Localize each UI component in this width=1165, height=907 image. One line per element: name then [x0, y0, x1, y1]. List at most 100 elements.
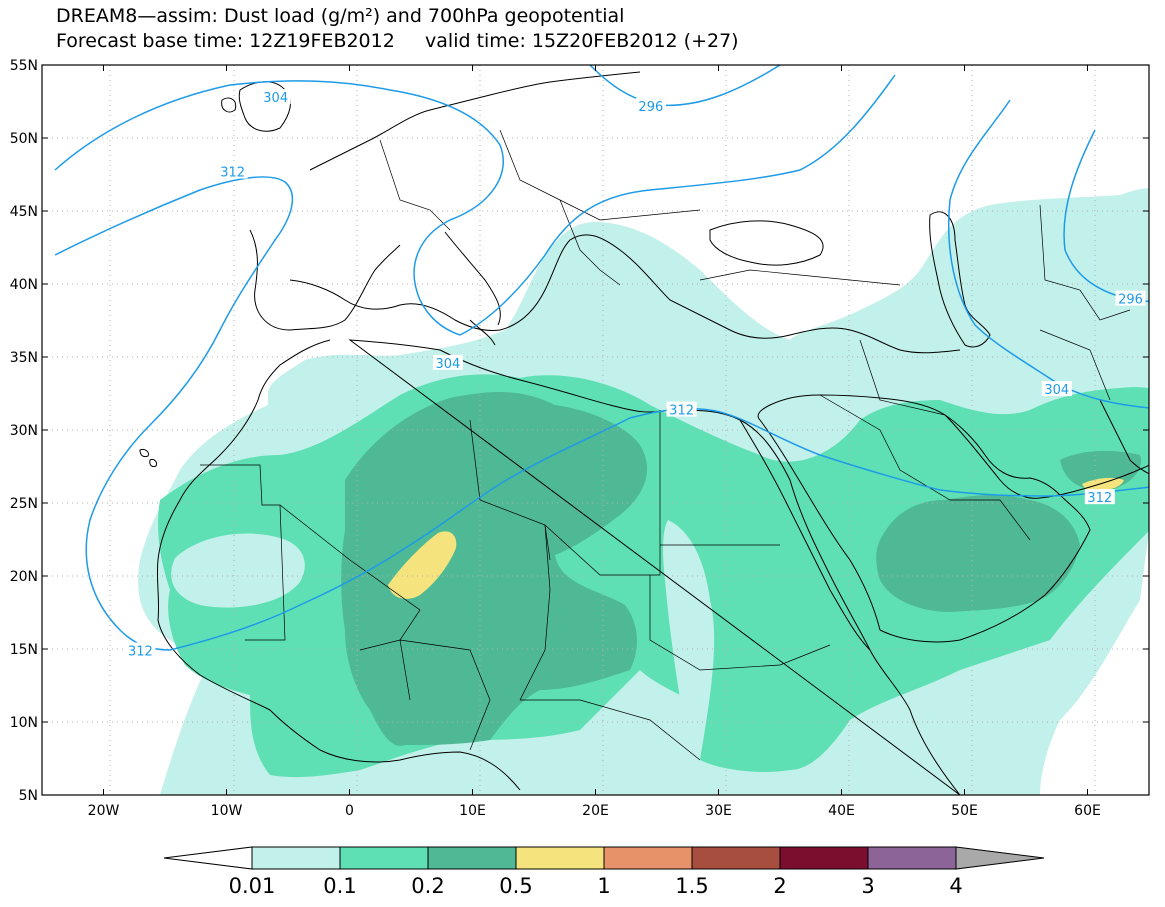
- coast-italy: [444, 231, 501, 346]
- lon-tick-label: 0: [345, 803, 354, 819]
- colorbar-over-arrow: [955, 846, 1045, 870]
- colorbar-swatch: [603, 846, 693, 870]
- border-europe-b: [499, 129, 701, 221]
- contour-label-bg: [635, 97, 666, 113]
- border-mali-niger: [279, 504, 421, 701]
- country-borders: [200, 129, 1131, 761]
- dust-peak-oman: [1082, 477, 1124, 491]
- contour-label-bg: [666, 401, 697, 417]
- dust-shading: [138, 188, 1149, 795]
- colorbar-swatch: [427, 846, 517, 870]
- lon-tick-label: 20W: [88, 803, 120, 819]
- contour-304-north: [54, 80, 505, 336]
- contour-label: 296: [1118, 293, 1143, 308]
- map-title: DREAM8—assim: Dust load (g/m²) and 700hP…: [56, 5, 625, 27]
- coast-india: [1099, 399, 1149, 475]
- contour-304-east: [459, 74, 1149, 409]
- coast-north-europe: [309, 71, 641, 171]
- contour-label: 312: [128, 644, 153, 659]
- lat-tick-label: 55N: [10, 58, 38, 74]
- colorbar-label: 4: [949, 874, 962, 898]
- border-central-africa: [520, 699, 701, 761]
- coast-caspian: [929, 211, 991, 348]
- lat-tick-label: 20N: [10, 569, 38, 585]
- coast-black-sea: [709, 220, 824, 266]
- colorbar-label: 0.01: [229, 874, 276, 898]
- border-saudi: [819, 394, 1031, 541]
- colorbar: 0.01 0.1 0.2 0.5 1 1.5 2 3 4: [163, 846, 1045, 898]
- contour-label-bg: [1115, 290, 1146, 306]
- border-nigeria: [359, 639, 491, 751]
- contour-312-west: [54, 176, 294, 651]
- border-iran-east: [1039, 329, 1111, 401]
- dust-peak-sahara: [388, 531, 457, 599]
- colorbar-swatch: [779, 846, 869, 870]
- dust-area-high-sahara: [341, 392, 648, 746]
- lon-tick-label: 50E: [951, 803, 978, 819]
- contour-label-bg: [432, 354, 463, 370]
- colorbar-swatch: [339, 846, 429, 870]
- lat-tick-label: 30N: [10, 423, 38, 439]
- lat-tick-label: 25N: [10, 496, 38, 512]
- lon-tick-label: 20E: [582, 803, 609, 819]
- colorbar-label: 1: [597, 874, 610, 898]
- border-mauritania-algeria: [200, 464, 286, 641]
- lat-tick-label: 5N: [19, 788, 38, 804]
- colorbar-label: 3: [861, 874, 874, 898]
- contour-labels: 304 312 296 304 312 304 296 312 312: [125, 89, 1146, 659]
- map-subtitle: Forecast base time: 12Z19FEB2012 valid t…: [56, 30, 739, 52]
- coast-iberia: [249, 229, 401, 331]
- dust-area-high-arabia: [876, 495, 1080, 612]
- border-europe-c: [559, 199, 621, 286]
- coastlines: [139, 71, 1149, 795]
- border-turkey: [699, 269, 901, 286]
- colorbar-swatch: [867, 846, 957, 870]
- lat-tick-label: 50N: [10, 131, 38, 147]
- colorbar-swatch: [691, 846, 781, 870]
- lon-tick-label: 30E: [705, 803, 732, 819]
- graticule: [42, 65, 1149, 795]
- colorbar-swatch: [251, 846, 341, 870]
- contour-label: 304: [1044, 383, 1069, 398]
- contour-label-bg: [1041, 381, 1072, 397]
- lat-tick-label: 35N: [10, 350, 38, 366]
- lon-tick-label: 40E: [828, 803, 855, 819]
- colorbar-swatch: [515, 846, 605, 870]
- contour-label-bg: [125, 642, 156, 658]
- lat-tick-label: 15N: [10, 642, 38, 658]
- lon-tick-label: 10E: [459, 803, 486, 819]
- colorbar-label: 0.5: [499, 874, 532, 898]
- axis-tick-labels: 20W 10W 0 10E 20E 30E 40E 50E 60E 55N 50N 45N 40N 35N…: [10, 58, 1101, 819]
- lon-tick-label: 10W: [211, 803, 243, 819]
- contour-label-bg: [1084, 489, 1115, 505]
- geopotential-contours: [54, 65, 1149, 651]
- contour-label: 312: [220, 166, 245, 181]
- coast-red-sea: [739, 419, 881, 651]
- lat-tick-label: 40N: [10, 277, 38, 293]
- colorbar-label: 1.5: [675, 874, 708, 898]
- coast-british-isles: [221, 81, 291, 132]
- contour-296-north: [589, 65, 781, 107]
- border-chad-sudan: [519, 524, 551, 701]
- contour-label: 304: [263, 91, 288, 106]
- colorbar-under-arrow: [163, 846, 253, 870]
- coast-persian-gulf: [944, 414, 1149, 499]
- dust-clear-gap-nile: [663, 520, 715, 760]
- coast-arabia: [757, 394, 1091, 643]
- contour-312-main: [169, 407, 1149, 651]
- colorbar-label: 0.2: [411, 874, 444, 898]
- contour-label: 296: [638, 100, 663, 115]
- contour-label-bg: [260, 89, 291, 105]
- contour-label-bg: [217, 163, 248, 179]
- border-algeria-libya: [469, 419, 551, 561]
- tick-marks: [42, 64, 1149, 796]
- colorbar-label: 0.1: [323, 874, 356, 898]
- contour-label: 312: [669, 404, 694, 419]
- lat-tick-label: 10N: [10, 715, 38, 731]
- border-iran-iraq: [859, 339, 946, 416]
- border-central-asia: [1039, 204, 1131, 321]
- coast-mediterranean-north: [289, 234, 961, 354]
- border-libya-egypt: [544, 410, 661, 576]
